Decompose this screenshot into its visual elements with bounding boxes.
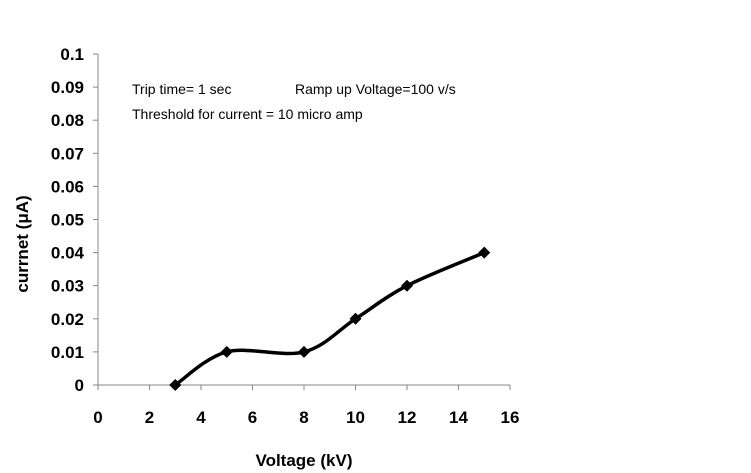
y-axis: 0 0.01 0.02 0.03 0.04 0.05 0.06 0.07 0.08 0.09 0.1	[51, 45, 99, 395]
x-axis-title: Voltage (kV)	[256, 451, 353, 470]
y-axis-title: currnet (μA)	[13, 195, 32, 292]
data-point	[401, 279, 413, 292]
annotation-trip-time: Trip time= 1 sec	[132, 81, 231, 97]
annotation-ramp-up-voltage: Ramp up Voltage=100 v/s	[295, 81, 456, 97]
x-tick-label: 16	[501, 408, 520, 427]
x-tick-label: 8	[299, 408, 308, 427]
data-point	[349, 312, 362, 325]
data-point	[169, 379, 182, 391]
y-tick-label: 0.02	[51, 310, 84, 329]
x-tick-label: 14	[449, 408, 468, 427]
y-tick-label: 0.06	[51, 177, 84, 196]
series-group	[173, 250, 486, 387]
y-tick-label: 0.1	[60, 45, 84, 64]
data-point	[478, 246, 491, 259]
x-tick-label: 0	[93, 408, 102, 427]
x-axis: 0 2 4 6 8 10 12 14 16	[93, 384, 520, 427]
x-tick-label: 2	[145, 408, 154, 427]
y-tick-label: 0	[75, 376, 84, 395]
y-tick-label: 0.07	[51, 144, 84, 163]
y-tick-label: 0.03	[51, 277, 84, 296]
y-tick-label: 0.08	[51, 111, 84, 130]
y-tick-label: 0.05	[51, 211, 84, 230]
annotation-threshold: Threshold for current = 10 micro amp	[132, 106, 363, 122]
data-point	[298, 345, 310, 358]
x-tick-label: 12	[398, 408, 417, 427]
x-tick-label: 4	[196, 408, 206, 427]
x-tick-label: 10	[346, 408, 365, 427]
markers-group	[169, 246, 491, 391]
x-tick-label: 6	[248, 408, 257, 427]
y-tick-label: 0.04	[51, 244, 85, 263]
y-tick-label: 0.09	[51, 78, 84, 97]
y-tick-label: 0.01	[51, 343, 84, 362]
data-point	[220, 345, 233, 358]
series-line	[173, 250, 486, 387]
